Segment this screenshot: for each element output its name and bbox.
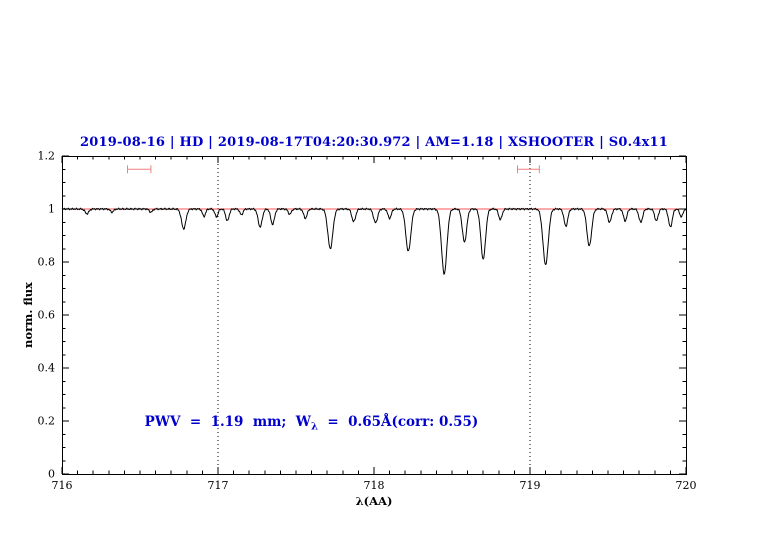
plot-frame	[62, 156, 687, 475]
spectrum-line	[61, 207, 687, 275]
y-tick-label: 0.6	[38, 309, 56, 322]
y-tick-label: 0.2	[38, 415, 56, 428]
chart-title: 2019-08-16 | HD | 2019-08-17T04:20:30.97…	[79, 135, 669, 150]
pwv-annotation-lambda-subscript: λ	[310, 421, 318, 433]
y-tick-label: 0	[48, 468, 55, 481]
x-tick-label: 720	[676, 479, 697, 492]
axis-tick-labels: 716 717 718 719 720 0 0.2 0.4 0.6 0.8 1 1.2	[38, 150, 697, 493]
y-tick-label: 0.4	[38, 362, 56, 375]
pwv-annotation-prefix: PWV = 1.19 mm; W	[144, 414, 311, 430]
x-axis-label: λ(AA)	[355, 494, 393, 508]
y-tick-label: 1.2	[38, 150, 56, 163]
x-tick-label: 718	[364, 479, 385, 492]
pwv-annotation-suffix: = 0.65Å(corr: 0.55)	[317, 414, 479, 430]
y-tick-label: 0.8	[38, 256, 56, 269]
x-tick-label: 719	[520, 479, 541, 492]
axis-ticks	[61, 155, 687, 475]
x-tick-label: 717	[208, 479, 229, 492]
range-markers	[127, 165, 540, 174]
x-tick-label: 716	[52, 479, 73, 492]
y-tick-label: 1	[48, 203, 55, 216]
pwv-annotation: PWV = 1.19 mm; Wλ = 0.65Å(corr: 0.55)	[145, 414, 479, 433]
dotted-vlines	[217, 156, 531, 474]
